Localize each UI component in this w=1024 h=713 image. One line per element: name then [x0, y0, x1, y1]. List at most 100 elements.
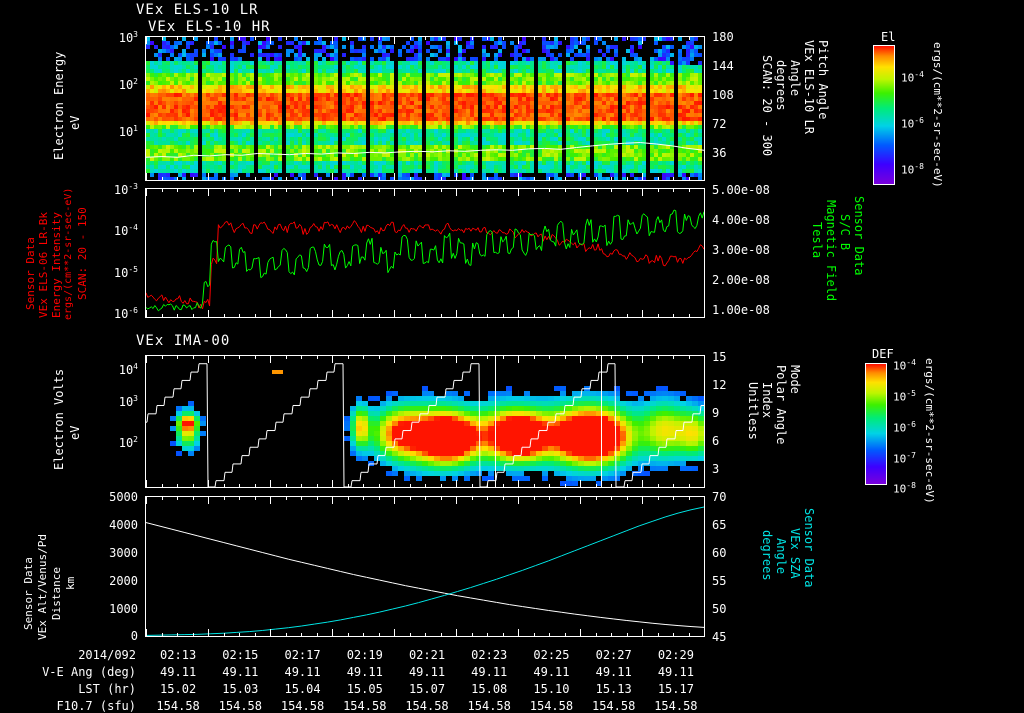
panel4-ytick-5000: 5000 — [109, 490, 138, 504]
panel4-rtick-70: 70 — [712, 490, 727, 504]
bottom-row-label-1: V-E Ang (deg) — [42, 665, 136, 679]
panel4-rlabel-line2: VEx SZA — [788, 528, 802, 579]
bottom-cell: 154.58 — [405, 699, 449, 713]
colorbar1-title: El — [881, 30, 896, 44]
panel2-llabel-line4: ergs/(cm**2-sr-sec-eV) — [63, 187, 74, 320]
panel4-rtick-55: 55 — [712, 574, 727, 588]
colorbar2-tick-3: 10-6 — [893, 420, 916, 435]
bottom-cell: 15.17 — [657, 682, 694, 696]
bottom-cell: 49.11 — [284, 665, 321, 679]
panel3-rtick-3: 3 — [712, 462, 720, 476]
panel3-ylabel-line1: Electron Volts — [52, 368, 66, 470]
bottom-cell: 02:15 — [222, 648, 259, 662]
panel4-rtick-45: 45 — [712, 630, 727, 644]
panel4-ytick-4000: 4000 — [109, 518, 138, 532]
colorbar-el — [873, 45, 895, 185]
panel4-rtick-65: 65 — [712, 518, 727, 532]
panel4-rtick-50: 50 — [712, 602, 727, 616]
panel3-rtick-15: 15 — [712, 350, 727, 364]
colorbar2-unit: ergs/(cm**2-sr-sec-eV) — [923, 358, 936, 504]
bottom-cell: 02:25 — [533, 648, 570, 662]
panel2-rlabel-line4: Tesla — [810, 222, 824, 259]
bottom-cell: 02:13 — [160, 648, 197, 662]
panel-altitude-sza — [145, 496, 705, 637]
colorbar2-tick-5: 10-8 — [893, 481, 916, 496]
bottom-cell: 15.04 — [284, 682, 321, 696]
panel3-rlabel-line1: Mode — [788, 365, 802, 394]
panel3-title: VEx IMA-00 — [136, 333, 231, 349]
panel2-ytick-1e-4: 10-4 — [113, 223, 138, 238]
bottom-cell: 15.08 — [471, 682, 508, 696]
bottom-cell: 15.02 — [160, 682, 197, 696]
bottom-cell: 154.58 — [467, 699, 511, 713]
bottom-cell: 02:17 — [284, 648, 321, 662]
bottom-cell: 15.07 — [408, 682, 446, 696]
bottom-cell: 02:29 — [657, 648, 694, 662]
panel1-ylabel-line1: Electron Energy — [52, 51, 66, 160]
bottom-cell: 49.11 — [595, 665, 632, 679]
panel4-rlabel-line1: Sensor Data — [802, 508, 816, 588]
panel3-rtick-12: 12 — [712, 378, 727, 392]
bottom-cell: 154.58 — [529, 699, 574, 713]
panel1-title-1: VEx ELS-10 LR — [136, 2, 259, 18]
panel-ima-spectrogram — [145, 355, 705, 488]
panel2-rtick-3e-8: 3.00e-08 — [712, 243, 770, 257]
panel4-rlabel-line3: Angle — [774, 538, 788, 575]
panel1-ytick-10: 101 — [118, 124, 138, 139]
colorbar2-tick-1: 10-4 — [893, 358, 916, 373]
panel4-ytick-1000: 1000 — [109, 602, 138, 616]
panel4-llabel-line3: Distance — [50, 567, 63, 620]
panel4-llabel-line2: VEx Alt/Venus/Pd — [36, 534, 49, 640]
panel1-rlabel-line2: VEx ELS-10 LR — [802, 40, 816, 134]
bottom-cell: 02:27 — [595, 648, 632, 662]
panel2-rtick-5e-8: 5.00e-08 — [712, 183, 770, 197]
panel1-rlabel-line4: degrees — [774, 60, 788, 111]
panel1-rtick-108: 108 — [712, 88, 734, 102]
bottom-cell: 154.58 — [654, 699, 698, 713]
bottom-cell: 49.11 — [408, 665, 446, 679]
panel1-rlabel-line3: Angle — [788, 60, 802, 97]
panel3-rlabel-line4: Unitless — [746, 382, 760, 440]
colorbar2-tick-4: 10-7 — [893, 451, 916, 466]
panel2-rlabel-line3: Magnetic Field — [824, 200, 838, 302]
bottom-cell: 49.11 — [160, 665, 197, 679]
bottom-cell: 154.58 — [156, 699, 200, 713]
bottom-row-label-0: 2014/092 — [78, 648, 136, 662]
colorbar1-tick-2: 10-6 — [901, 116, 924, 131]
bottom-cell: 154.58 — [591, 699, 636, 713]
panel2-llabel-line5: SCAN: 20 - 150 — [76, 207, 89, 300]
bottom-cell: 154.58 — [280, 699, 325, 713]
colorbar2-tick-2: 10-5 — [893, 389, 916, 404]
bottom-cell: 15.03 — [222, 682, 259, 696]
panel2-llabel-line1: Sensor Data — [24, 237, 37, 310]
bottom-cell: 154.58 — [218, 699, 262, 713]
bottom-row-label-2: LST (hr) — [78, 682, 136, 696]
panel4-llabel-line1: Sensor Data — [22, 557, 35, 630]
bottom-cell: 02:19 — [346, 648, 383, 662]
bottom-cell: 15.10 — [533, 682, 570, 696]
colorbar1-tick-1: 10-4 — [901, 70, 924, 85]
panel2-ytick-1e-5: 10-5 — [113, 265, 138, 280]
panel-els-spectrogram — [145, 36, 705, 181]
panel3-ytick-1e2: 102 — [118, 435, 138, 450]
panel2-rtick-2e-8: 2.00e-08 — [712, 273, 770, 287]
panel1-rlabel-line1: Pitch Angle — [816, 40, 830, 120]
bottom-cell: 49.11 — [471, 665, 508, 679]
panel4-llabel-line4: km — [64, 576, 77, 590]
bottom-cell: 02:23 — [471, 648, 508, 662]
panel1-ytick-100: 102 — [118, 77, 138, 92]
bottom-cell: 15.05 — [346, 682, 383, 696]
bottom-cell: 49.11 — [533, 665, 570, 679]
panel2-ytick-1e-3: 10-3 — [113, 182, 138, 197]
panel1-rtick-144: 144 — [712, 59, 734, 73]
colorbar1-unit: ergs/(cm**2-sr-sec-eV) — [931, 42, 944, 188]
bottom-cell: 49.11 — [657, 665, 694, 679]
bottom-cell: 49.11 — [346, 665, 383, 679]
colorbar-def — [865, 363, 887, 485]
panel2-rtick-1e-8: 1.00e-08 — [712, 303, 770, 317]
panel2-rlabel-line2: S/C B — [838, 214, 852, 251]
panel3-rtick-9: 9 — [712, 406, 720, 420]
panel4-ytick-3000: 3000 — [109, 546, 138, 560]
bottom-cell: 15.13 — [595, 682, 632, 696]
